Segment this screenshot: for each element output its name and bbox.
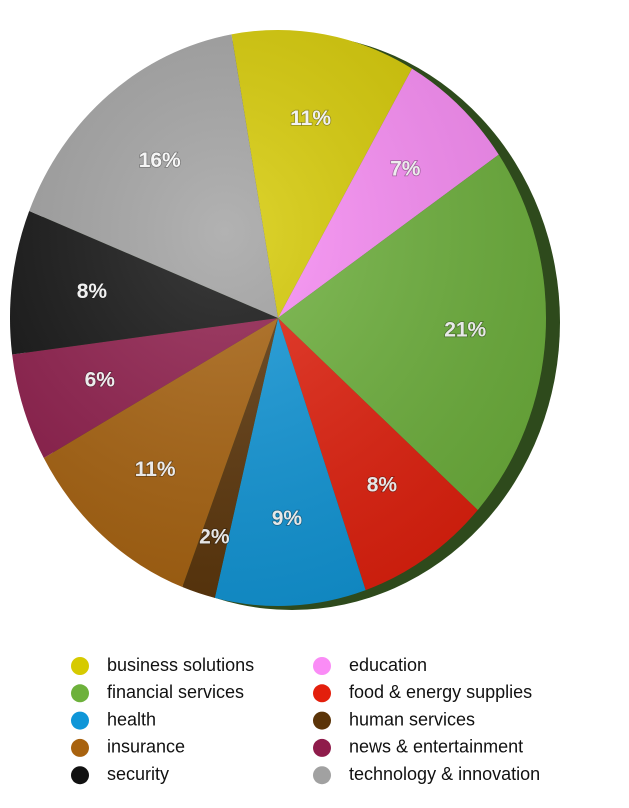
legend-marker: [71, 684, 89, 703]
legend-marker: [313, 738, 331, 757]
slice-label: 16%: [139, 149, 181, 172]
legend-label: news & entertainment: [349, 737, 523, 757]
legend-marker: [313, 766, 331, 785]
legend-label: food & energy supplies: [349, 682, 532, 702]
legend-label: health: [107, 709, 156, 729]
legend-marker: [313, 711, 331, 730]
slice-label: 11%: [135, 458, 176, 481]
slice-label: 7%: [390, 157, 421, 180]
pie: 11% 7% 21% 8% 9% 2% 11% 6% 8% 16%: [10, 29, 546, 606]
legend-label: technology & innovation: [349, 764, 540, 784]
legend-label: insurance: [107, 737, 185, 757]
legend: business solutions education financial ser…: [71, 655, 540, 785]
slice-label: 9%: [272, 507, 303, 530]
legend-marker: [313, 684, 331, 703]
legend-marker: [71, 657, 89, 675]
legend-label: human services: [349, 709, 475, 729]
legend-label: financial services: [107, 682, 244, 702]
legend-marker: [71, 766, 89, 785]
legend-label: security: [107, 764, 169, 784]
slice-label: 8%: [77, 280, 108, 303]
legend-label: business solutions: [107, 655, 254, 675]
legend-label: education: [349, 655, 427, 675]
legend-marker: [313, 657, 331, 675]
slice-label: 21%: [444, 318, 486, 341]
legend-marker: [71, 711, 89, 730]
slice-label: 2%: [199, 526, 230, 549]
slice-label: 6%: [85, 368, 116, 391]
slice-label: 8%: [367, 473, 398, 496]
legend-marker: [71, 738, 89, 757]
slice-label: 11%: [290, 107, 331, 130]
